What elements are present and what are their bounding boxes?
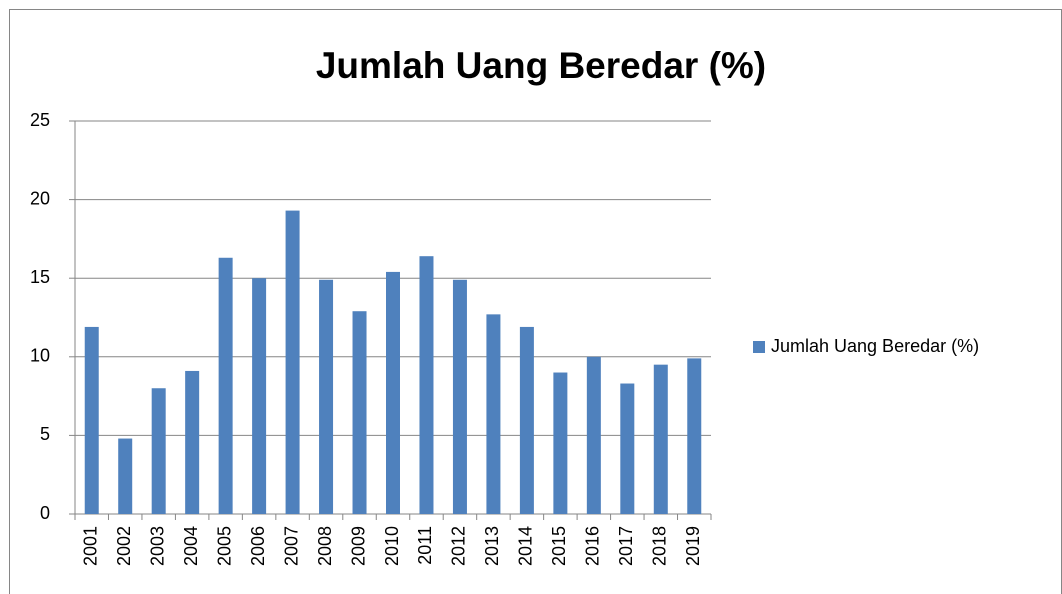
bar: [687, 358, 702, 514]
chart-title: Jumlah Uang Beredar (%): [316, 45, 766, 86]
bar: [620, 383, 635, 514]
y-tick-label: 25: [30, 110, 50, 130]
x-tick-label: 2001: [80, 526, 100, 566]
x-tick-label: 2011: [415, 526, 435, 565]
x-tick-label: 2017: [616, 526, 636, 566]
x-tick-label: 2013: [482, 526, 502, 566]
legend-label: Jumlah Uang Beredar (%): [771, 336, 979, 356]
bar: [352, 311, 367, 514]
bar: [319, 279, 334, 514]
bar: [285, 210, 300, 514]
chart-border: [9, 9, 1062, 594]
x-tick-label: 2008: [315, 526, 335, 566]
bar: [586, 356, 601, 514]
x-tick-label: 2014: [516, 526, 536, 566]
bar: [452, 279, 467, 514]
bar: [486, 314, 501, 514]
y-tick-label: 20: [30, 188, 50, 208]
bar: [386, 271, 400, 514]
x-tick-label: 2016: [583, 526, 603, 566]
x-tick-label: 2002: [114, 526, 134, 566]
x-tick-label: 2003: [147, 526, 167, 566]
y-tick-label: 15: [30, 267, 50, 287]
x-tick-label: 2007: [281, 526, 301, 566]
y-tick-label: 0: [40, 503, 50, 523]
bar: [653, 364, 668, 514]
bar: [419, 256, 434, 514]
bar: [553, 372, 568, 514]
bar: [218, 257, 233, 514]
bar: [252, 278, 267, 514]
x-tick-label: 2018: [650, 526, 670, 566]
legend-swatch: [753, 341, 765, 353]
bar: [118, 438, 133, 514]
x-tick-label: 2004: [181, 526, 201, 566]
x-tick-label: 2005: [214, 526, 234, 566]
x-tick-label: 2010: [382, 526, 402, 566]
bar: [84, 326, 99, 514]
bar: [519, 326, 534, 514]
x-tick-label: 2019: [683, 526, 703, 566]
bar: [151, 388, 166, 514]
y-tick-label: 5: [40, 424, 50, 444]
x-tick-label: 2006: [248, 526, 268, 566]
x-tick-label: 2009: [348, 526, 368, 566]
bar: [185, 370, 200, 514]
x-tick-label: 2015: [549, 526, 569, 566]
y-tick-label: 10: [30, 346, 50, 366]
x-tick-label: 2012: [449, 526, 469, 566]
